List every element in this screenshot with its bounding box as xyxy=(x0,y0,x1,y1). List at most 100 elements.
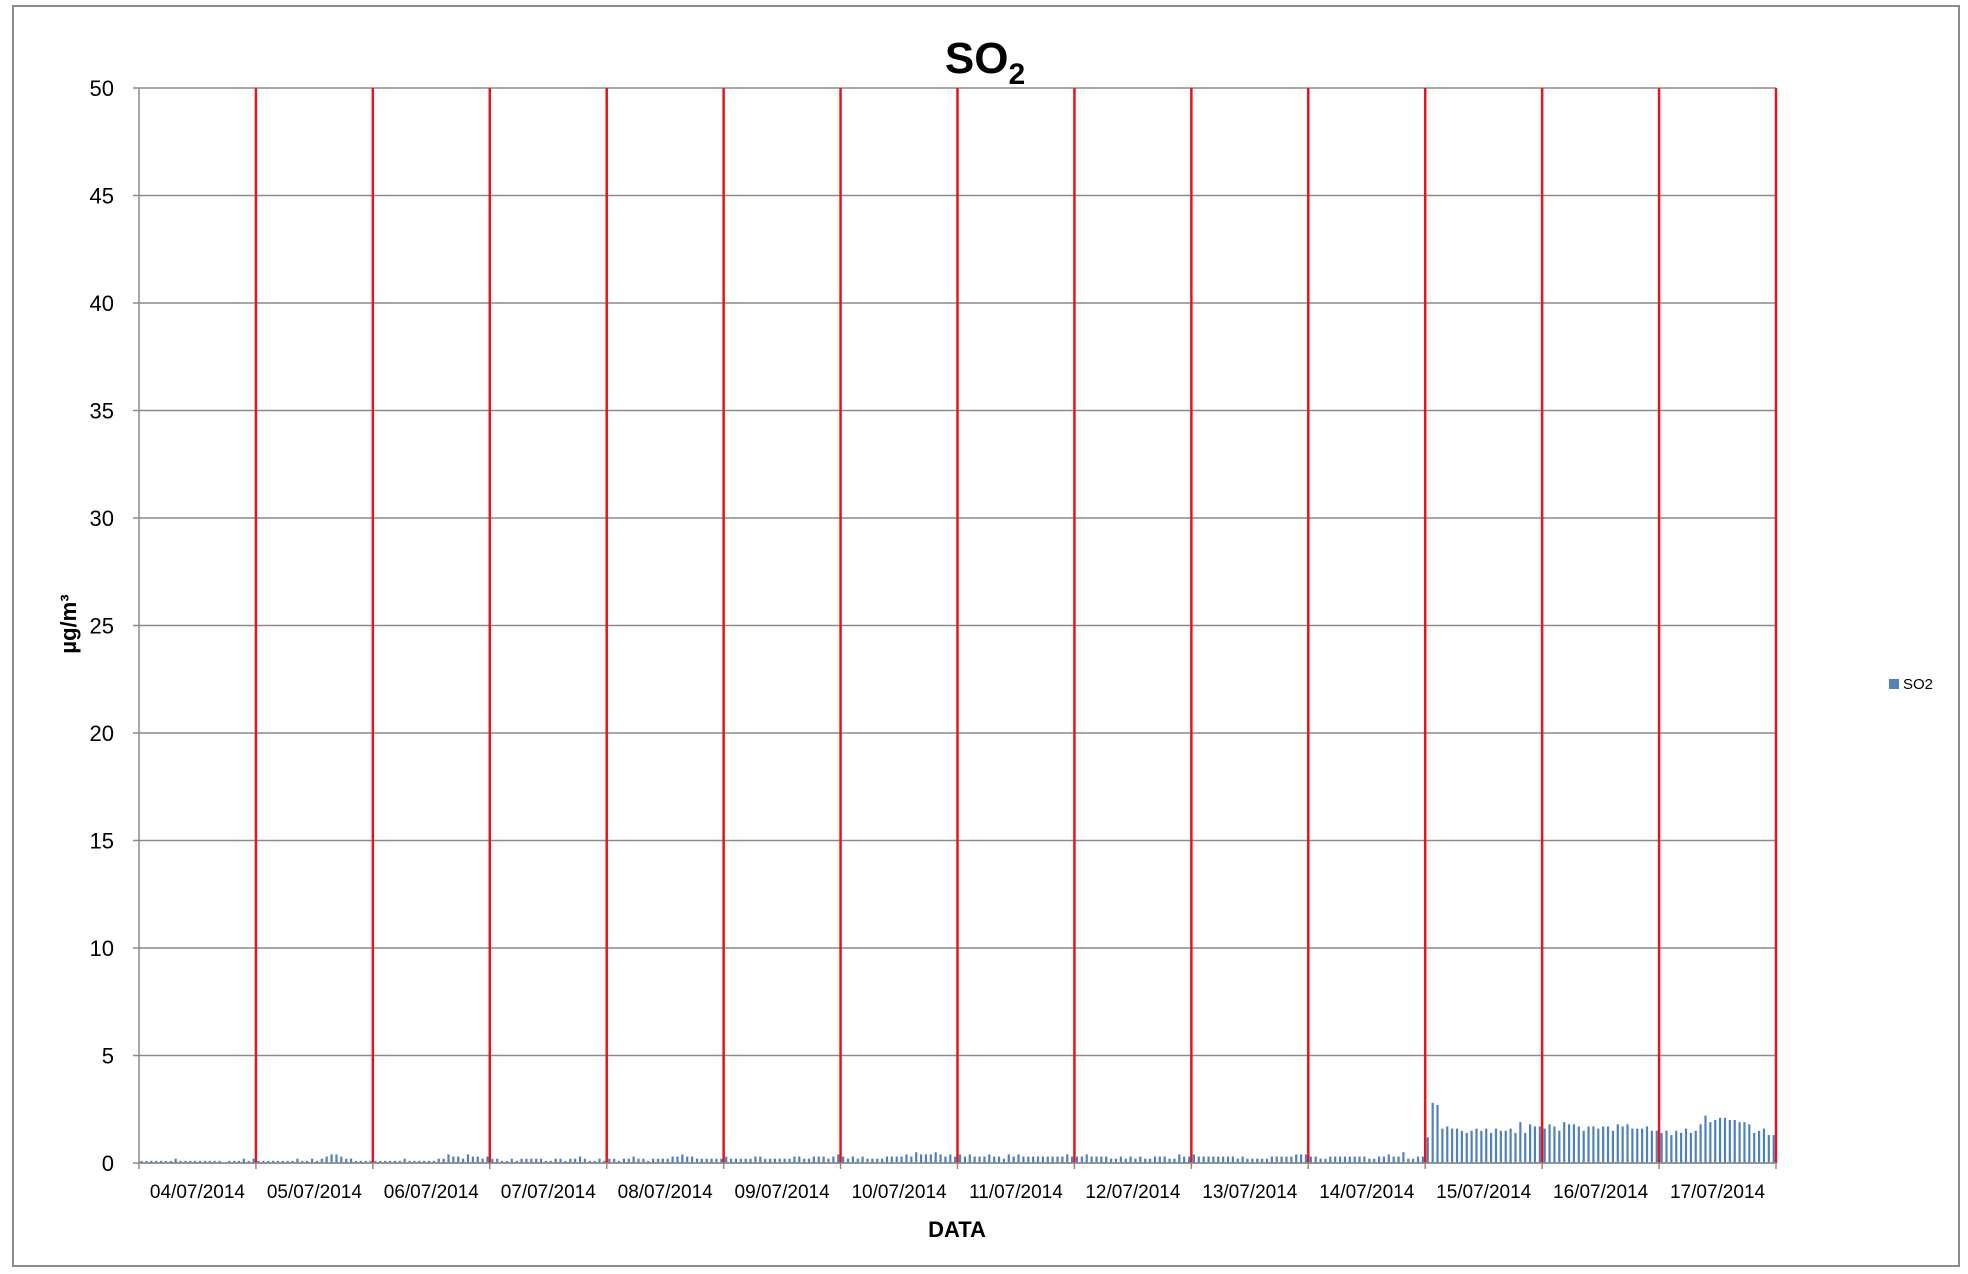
bar-day14-hour4 xyxy=(1680,1132,1683,1163)
bar-day1-hour6 xyxy=(169,1160,172,1163)
bar-day4-hour10 xyxy=(539,1158,543,1163)
bar-day4-hour9 xyxy=(535,1158,538,1163)
bar-day2-hour2 xyxy=(267,1160,270,1163)
bar-day14-hour1 xyxy=(1665,1130,1668,1163)
bar-day14-hour22 xyxy=(1767,1135,1770,1163)
bar-day5-hour19 xyxy=(700,1158,703,1163)
bar-day9-hour6 xyxy=(1105,1156,1108,1163)
x-tick-label-4: 07/07/2014 xyxy=(501,1182,597,1203)
bar-day5-hour2 xyxy=(617,1160,621,1163)
plot-axes xyxy=(133,87,1777,1169)
bar-day11-hour1 xyxy=(1314,1156,1317,1163)
bar-day6-hour7 xyxy=(759,1156,762,1163)
bar-day9-hour19 xyxy=(1168,1158,1171,1163)
bar-day7-hour4 xyxy=(861,1156,864,1163)
bar-day12-hour20 xyxy=(1524,1132,1527,1163)
bar-day6-hour23 xyxy=(837,1154,840,1163)
bar-day12-hour14 xyxy=(1494,1128,1498,1163)
bar-day3-hour4 xyxy=(393,1160,396,1163)
bar-day13-hour14 xyxy=(1611,1130,1615,1163)
bar-day14-hour8 xyxy=(1699,1124,1702,1163)
bar-day14-hour3 xyxy=(1675,1130,1678,1163)
x-tick-label-13: 16/07/2014 xyxy=(1553,1182,1649,1203)
chart-title-subscript: 2 xyxy=(1008,58,1025,91)
bar-day12-hour17 xyxy=(1509,1128,1512,1163)
bar-day10-hour9 xyxy=(1236,1158,1239,1163)
bar-day10-hour23 xyxy=(1304,1154,1308,1163)
bar-day5-hour11 xyxy=(661,1158,664,1163)
bar-day11-hour6 xyxy=(1338,1156,1342,1163)
bar-day9-hour3 xyxy=(1090,1156,1093,1163)
bar-day10-hour14 xyxy=(1261,1158,1264,1163)
bar-day4-hour2 xyxy=(500,1160,504,1163)
bar-day2-hour21 xyxy=(359,1160,362,1163)
bar-day8-hour16 xyxy=(1036,1156,1040,1163)
bar-day14-hour2 xyxy=(1670,1135,1673,1163)
bar-day12-hour9 xyxy=(1470,1130,1473,1163)
bar-day13-hour5 xyxy=(1567,1124,1571,1163)
bar-day11-hour18 xyxy=(1397,1156,1400,1163)
bar-day6-hour14 xyxy=(793,1156,796,1163)
y-tick-label-35: 35 xyxy=(90,399,114,424)
bar-day10-hour0 xyxy=(1192,1154,1196,1163)
bar-day14-hour17 xyxy=(1743,1122,1746,1163)
bar-day4-hour22 xyxy=(598,1158,601,1163)
x-tick-label-8: 11/07/2014 xyxy=(969,1182,1063,1203)
bar-day10-hour20 xyxy=(1290,1156,1293,1163)
bar-day10-hour5 xyxy=(1217,1156,1220,1163)
bar-day9-hour16 xyxy=(1153,1156,1157,1163)
bar-day2-hour18 xyxy=(345,1158,348,1163)
bar-day11-hour13 xyxy=(1373,1158,1376,1163)
bar-day13-hour22 xyxy=(1650,1130,1653,1163)
bar-day2-hour3 xyxy=(272,1160,275,1163)
bar-day5-hour20 xyxy=(705,1158,708,1163)
bar-day7-hour23 xyxy=(954,1156,957,1163)
bar-day5-hour16 xyxy=(686,1156,689,1163)
x-tick-label-12: 15/07/2014 xyxy=(1436,1182,1532,1203)
bar-day13-hour10 xyxy=(1592,1126,1595,1163)
bar-day9-hour15 xyxy=(1148,1158,1152,1163)
bar-day13-hour20 xyxy=(1641,1128,1644,1163)
bar-day4-hour19 xyxy=(583,1158,587,1163)
bar-day10-hour3 xyxy=(1207,1156,1210,1163)
bar-day4-hour11 xyxy=(544,1160,548,1163)
bar-day7-hour6 xyxy=(871,1158,874,1163)
bar-day8-hour3 xyxy=(973,1156,976,1163)
bar-day10-hour19 xyxy=(1285,1156,1288,1163)
bar-day10-hour22 xyxy=(1300,1154,1303,1163)
bar-day3-hour2 xyxy=(384,1160,387,1163)
bar-day11-hour14 xyxy=(1377,1156,1381,1163)
bar-day14-hour7 xyxy=(1694,1130,1697,1163)
bar-day4-hour21 xyxy=(593,1160,596,1163)
bar-day2-hour0 xyxy=(257,1160,260,1163)
bar-day9-hour5 xyxy=(1100,1156,1103,1163)
bar-day6-hour19 xyxy=(817,1156,820,1163)
bar-day3-hour18 xyxy=(462,1158,465,1163)
y-tick-label-15: 15 xyxy=(90,829,114,854)
x-tick-label-6: 09/07/2014 xyxy=(735,1182,831,1203)
bar-day2-hour12 xyxy=(315,1160,319,1163)
bar-day11-hour15 xyxy=(1382,1156,1386,1163)
bar-day10-hour15 xyxy=(1265,1158,1269,1163)
bar-day2-hour8 xyxy=(296,1158,299,1163)
bar-day7-hour14 xyxy=(910,1156,913,1163)
bar-day10-hour1 xyxy=(1197,1156,1200,1163)
bar-day9-hour2 xyxy=(1085,1154,1088,1163)
bar-day12-hour1 xyxy=(1431,1102,1434,1163)
bar-day14-hour23 xyxy=(1772,1135,1775,1163)
y-tick-label-25: 25 xyxy=(90,614,114,639)
bar-day8-hour11 xyxy=(1012,1156,1015,1163)
legend-swatch-so2 xyxy=(1889,679,1899,689)
bar-day11-hour4 xyxy=(1329,1156,1332,1163)
bar-day14-hour10 xyxy=(1709,1122,1712,1163)
bar-day13-hour11 xyxy=(1597,1128,1600,1163)
bar-day11-hour21 xyxy=(1412,1158,1415,1163)
bar-day3-hour12 xyxy=(432,1160,435,1163)
bar-day13-hour17 xyxy=(1626,1124,1629,1163)
bar-day6-hour12 xyxy=(783,1158,786,1163)
bar-day4-hour18 xyxy=(578,1156,582,1163)
bar-day11-hour3 xyxy=(1324,1158,1327,1163)
bar-day3-hour20 xyxy=(471,1156,474,1163)
legend: SO2 xyxy=(1889,676,1933,693)
bar-day7-hour12 xyxy=(900,1156,903,1163)
